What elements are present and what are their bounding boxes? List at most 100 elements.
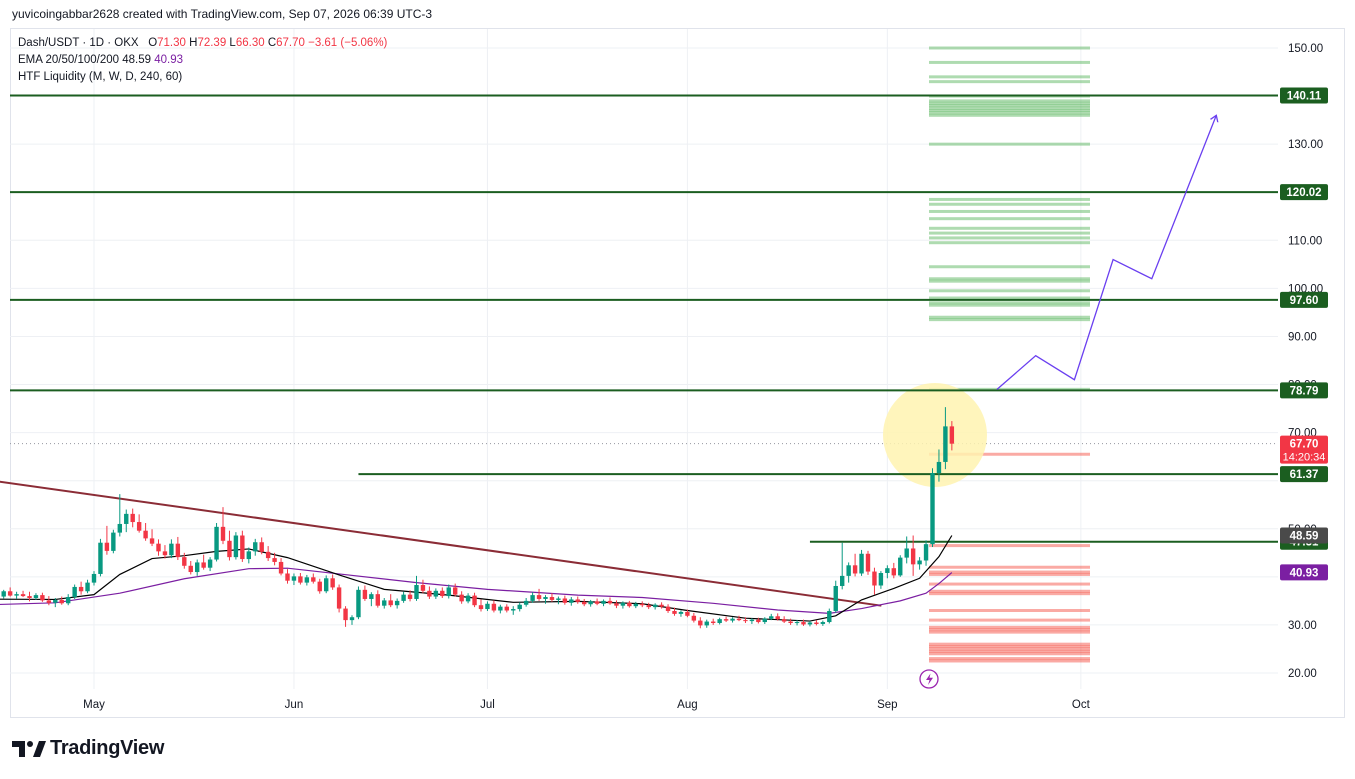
candle[interactable] <box>53 598 58 608</box>
candle[interactable] <box>91 571 97 586</box>
level-badge[interactable]: 120.02 <box>1280 184 1328 201</box>
candle[interactable] <box>233 532 239 560</box>
candle[interactable] <box>840 542 845 590</box>
symbol-info[interactable]: Dash/USDT · 1D · OKX <box>18 37 139 49</box>
candle[interactable] <box>556 596 561 605</box>
candle[interactable] <box>891 562 896 579</box>
candle[interactable] <box>769 613 774 621</box>
candle[interactable] <box>852 553 858 577</box>
legend-htf-row[interactable]: HTF Liquidity (M, W, D, 240, 60) <box>18 69 387 86</box>
level-badge[interactable]: 97.60 <box>1280 291 1328 308</box>
price-badge-ema50[interactable]: 40.93 <box>1280 564 1328 581</box>
candle[interactable] <box>20 590 26 598</box>
legend-ema-row[interactable]: EMA 20/50/100/200 48.59 40.93 <box>18 52 387 69</box>
candle[interactable] <box>33 593 39 600</box>
candle[interactable] <box>143 523 148 541</box>
candle[interactable] <box>543 595 548 604</box>
candle[interactable] <box>743 617 748 623</box>
candle[interactable] <box>859 549 864 576</box>
candle[interactable] <box>582 598 587 607</box>
candle[interactable] <box>446 584 451 599</box>
candle[interactable] <box>349 615 355 625</box>
candle[interactable] <box>394 598 400 609</box>
candle[interactable] <box>723 616 729 623</box>
lightning-icon[interactable] <box>919 669 939 689</box>
candle[interactable] <box>427 586 432 599</box>
candle[interactable] <box>72 584 77 599</box>
candle[interactable] <box>652 603 658 610</box>
candle[interactable] <box>201 554 206 570</box>
candle[interactable] <box>549 593 555 602</box>
candle[interactable] <box>220 507 226 545</box>
candle[interactable] <box>104 525 110 555</box>
ema-label[interactable]: EMA 20/50/100/200 <box>18 54 120 66</box>
candle[interactable] <box>149 529 155 547</box>
candle[interactable] <box>478 599 484 612</box>
candle[interactable] <box>420 579 426 594</box>
candle[interactable] <box>472 592 477 608</box>
candle[interactable] <box>111 529 116 554</box>
candle[interactable] <box>517 602 522 612</box>
candle[interactable] <box>59 596 64 605</box>
candle[interactable] <box>646 602 651 610</box>
candle[interactable] <box>730 617 735 623</box>
candle[interactable] <box>330 574 335 590</box>
candle[interactable] <box>827 608 832 624</box>
candle[interactable] <box>665 604 671 613</box>
candle[interactable] <box>375 590 380 608</box>
candle[interactable] <box>246 547 251 564</box>
candle[interactable] <box>898 555 903 577</box>
candle[interactable] <box>917 557 922 570</box>
candle[interactable] <box>943 407 948 470</box>
candle[interactable] <box>588 599 593 607</box>
candle[interactable] <box>369 592 374 607</box>
legend-symbol-row[interactable]: Dash/USDT · 1D · OKX O71.30 H72.39 L66.3… <box>18 35 387 52</box>
candle[interactable] <box>324 575 329 594</box>
candle[interactable] <box>465 593 471 604</box>
candle[interactable] <box>414 575 419 601</box>
candle[interactable] <box>872 567 877 595</box>
candle[interactable] <box>704 619 709 628</box>
candle[interactable] <box>336 584 342 613</box>
candle[interactable] <box>562 595 568 605</box>
level-badge[interactable]: 61.37 <box>1280 466 1328 483</box>
candle[interactable] <box>317 578 322 594</box>
candle[interactable] <box>633 601 638 609</box>
candle[interactable] <box>659 602 664 609</box>
candle[interactable] <box>311 573 316 584</box>
candle[interactable] <box>936 449 942 482</box>
candle[interactable] <box>614 600 619 609</box>
candle[interactable] <box>833 580 838 613</box>
candle[interactable] <box>717 617 722 625</box>
candle[interactable] <box>910 535 916 576</box>
candle[interactable] <box>66 594 71 606</box>
candle[interactable] <box>459 591 464 604</box>
candle[interactable] <box>182 552 187 569</box>
candle[interactable] <box>7 587 13 597</box>
candle[interactable] <box>14 591 19 599</box>
candle[interactable] <box>207 557 213 572</box>
candle[interactable] <box>388 594 393 608</box>
candle[interactable] <box>304 574 310 586</box>
candle[interactable] <box>382 598 387 609</box>
candle[interactable] <box>162 545 168 559</box>
candle[interactable] <box>1 589 6 599</box>
candle[interactable] <box>491 600 497 613</box>
candle[interactable] <box>130 508 135 528</box>
candle[interactable] <box>285 569 290 584</box>
candle[interactable] <box>949 421 955 451</box>
candle[interactable] <box>240 530 245 562</box>
candle[interactable] <box>820 620 826 626</box>
candle[interactable] <box>407 590 413 602</box>
candle[interactable] <box>640 601 645 608</box>
candle[interactable] <box>27 591 32 602</box>
candle[interactable] <box>711 618 716 625</box>
candle[interactable] <box>672 607 677 616</box>
candle[interactable] <box>801 619 806 626</box>
candle[interactable] <box>188 560 193 575</box>
projection-path[interactable] <box>996 115 1216 390</box>
candle[interactable] <box>885 565 890 579</box>
candle[interactable] <box>698 617 703 629</box>
candle[interactable] <box>356 586 361 620</box>
